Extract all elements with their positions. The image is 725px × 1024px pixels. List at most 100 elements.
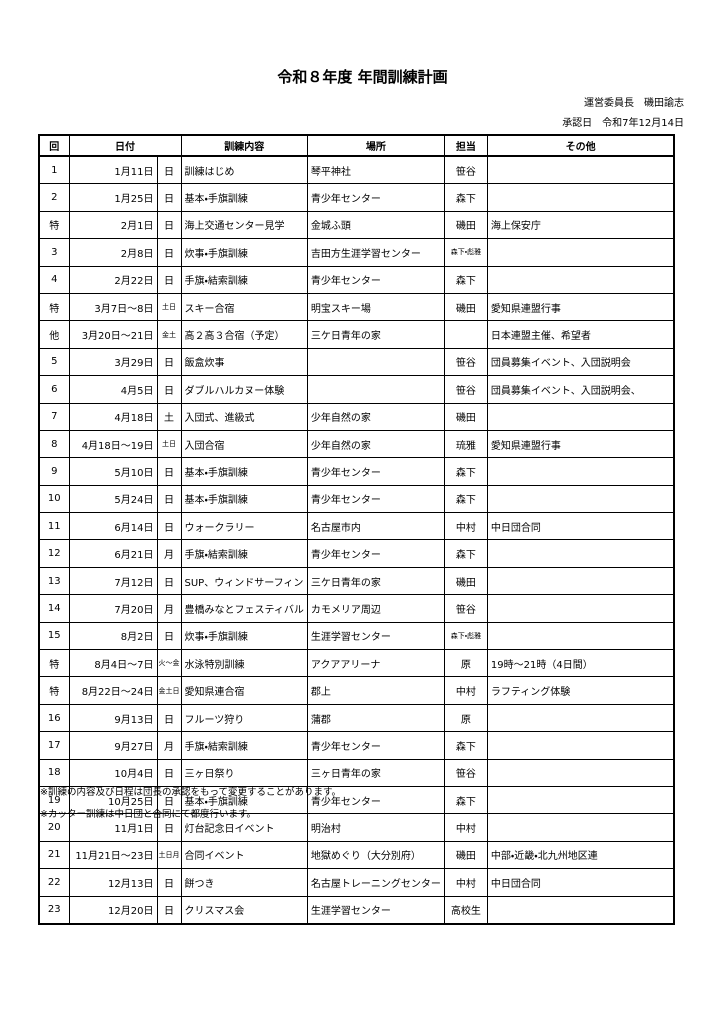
staff-cell: 森下: [443, 265, 488, 294]
content-cell: 海上交通センター見学: [180, 210, 308, 240]
date-cell: 11月1日: [68, 813, 158, 842]
date-cell: 7月12日: [68, 566, 158, 596]
table-row: 4 2月22日日手旗・結索訓練 青少年センター 森下: [38, 265, 675, 294]
no-cell: 3: [38, 238, 70, 267]
other-cell: [486, 539, 675, 568]
place-cell: 三ケ日青年の家: [306, 320, 445, 349]
day-cell: 土日月: [156, 840, 182, 870]
other-cell: [486, 566, 675, 596]
content-cell: 基本・手旗訓練: [180, 484, 308, 514]
no-cell: 5: [38, 347, 70, 377]
date-cell: 1月11日: [68, 155, 158, 185]
place-cell: 名古屋市内: [306, 512, 445, 541]
content-cell: 炊事・手旗訓練: [180, 621, 308, 651]
day-cell: 日: [156, 347, 182, 377]
other-cell: 中日団合同: [486, 512, 675, 541]
other-cell: ラフティング体験: [486, 676, 675, 705]
day-cell: 月: [156, 594, 182, 623]
date-cell: 10月25日: [68, 785, 158, 815]
staff-cell: 森下: [443, 457, 488, 486]
staff-cell: 磯田: [443, 840, 488, 870]
day-cell: 火～金: [156, 649, 182, 678]
no-cell: 特: [38, 649, 70, 678]
place-cell: [306, 375, 445, 404]
day-cell: 日: [156, 566, 182, 596]
no-cell: 2: [38, 183, 70, 212]
no-cell: 12: [38, 539, 70, 568]
table-row: 13 7月12日日 SUP、ウィンドサーフィン 三ケ日青年の家 磯田: [38, 566, 675, 596]
staff-cell: 笹谷: [443, 347, 488, 377]
no-cell: 6: [38, 375, 70, 404]
table-row: 1 1月11日日訓練はじめ 琴平神社 笹谷: [38, 155, 675, 185]
staff-cell: 原: [443, 649, 488, 678]
other-cell: [486, 594, 675, 623]
date-cell: 3月7日～8日: [68, 292, 158, 322]
no-cell: 18: [38, 758, 70, 787]
content-cell: 三ヶ日祭り: [180, 758, 308, 787]
content-cell: フルーツ狩り: [180, 703, 308, 733]
day-cell: 土日: [156, 429, 182, 459]
place-cell: 名古屋トレーニングセンター: [306, 868, 445, 897]
other-cell: [486, 621, 675, 651]
date-cell: 12月20日: [68, 895, 158, 925]
place-cell: 少年自然の家: [306, 402, 445, 431]
date-cell: 5月24日: [68, 484, 158, 514]
header-cell: 訓練内容: [180, 134, 308, 157]
header-cell: 担当: [443, 134, 488, 157]
date-cell: 9月27日: [68, 731, 158, 760]
table-row: 5 3月29日日飯盒炊事 笹谷 団員募集イベント、入団説明会: [38, 347, 675, 377]
date-cell: 2月22日: [68, 265, 158, 294]
staff-cell: 森下・彪雅: [443, 238, 488, 267]
other-cell: 団員募集イベント、入団説明会: [486, 347, 675, 377]
no-cell: 17: [38, 731, 70, 760]
staff-cell: 森下: [443, 785, 488, 815]
no-cell: 22: [38, 868, 70, 897]
other-cell: [486, 785, 675, 815]
no-cell: 21: [38, 840, 70, 870]
place-cell: 青少年センター: [306, 731, 445, 760]
place-cell: 青少年センター: [306, 183, 445, 212]
content-cell: ウォークラリー: [180, 512, 308, 541]
author: 運営委員長 磯田諭志: [584, 98, 684, 109]
content-cell: 入団合宿: [180, 429, 308, 459]
staff-cell: 森下: [443, 539, 488, 568]
date-cell: 8月22日～24日: [68, 676, 158, 705]
staff-cell: 原: [443, 703, 488, 733]
other-cell: [486, 402, 675, 431]
table-row: 7 4月18日土入団式、進級式 少年自然の家 磯田: [38, 402, 675, 431]
staff-cell: 森下: [443, 731, 488, 760]
no-cell: 7: [38, 402, 70, 431]
content-cell: SUP、ウィンドサーフィン: [180, 566, 308, 596]
content-cell: スキー合宿: [180, 292, 308, 322]
staff-cell: 琉雅: [443, 429, 488, 459]
place-cell: 郡上: [306, 676, 445, 705]
staff-cell: [443, 320, 488, 349]
no-cell: 11: [38, 512, 70, 541]
table-row: 8 4月18日～19日 土日 入団合宿 少年自然の家 琉雅 愛知県連盟行事: [38, 429, 675, 459]
date-cell: 6月21日: [68, 539, 158, 568]
date-cell: 1月25日: [68, 183, 158, 212]
table-row: 21 11月21日～23日 土日月 合同イベント 地獄めぐり（大分別府） 磯田 中部・近畿・…: [38, 840, 675, 870]
staff-cell: 森下: [443, 484, 488, 514]
place-cell: 三ケ日青年の家: [306, 566, 445, 596]
other-cell: [486, 484, 675, 514]
place-cell: [306, 347, 445, 377]
table-row: 9 5月10日日基本・手旗訓練 青少年センター 森下: [38, 457, 675, 486]
date-cell: 9月13日: [68, 703, 158, 733]
place-cell: 明宝スキー場: [306, 292, 445, 322]
staff-cell: 笹谷: [443, 594, 488, 623]
date-cell: 4月18日～19日: [68, 429, 158, 459]
table-row: 14 7月20日月豊橋みなとフェスティバル カモメリア周辺 笹谷: [38, 594, 675, 623]
date-cell: 8月4日～7日: [68, 649, 158, 678]
staff-cell: 森下・彪雅: [443, 621, 488, 651]
other-cell: [486, 183, 675, 212]
content-cell: 灯台記念日イベント: [180, 813, 308, 842]
day-cell: 日: [156, 183, 182, 212]
title: 令和８年度 年間訓練計画: [277, 68, 448, 86]
other-cell: 愛知県連盟行事: [486, 429, 675, 459]
other-cell: 19時～21時（4日間）: [486, 649, 675, 678]
staff-cell: 中村: [443, 813, 488, 842]
no-cell: 14: [38, 594, 70, 623]
day-cell: 日: [156, 265, 182, 294]
